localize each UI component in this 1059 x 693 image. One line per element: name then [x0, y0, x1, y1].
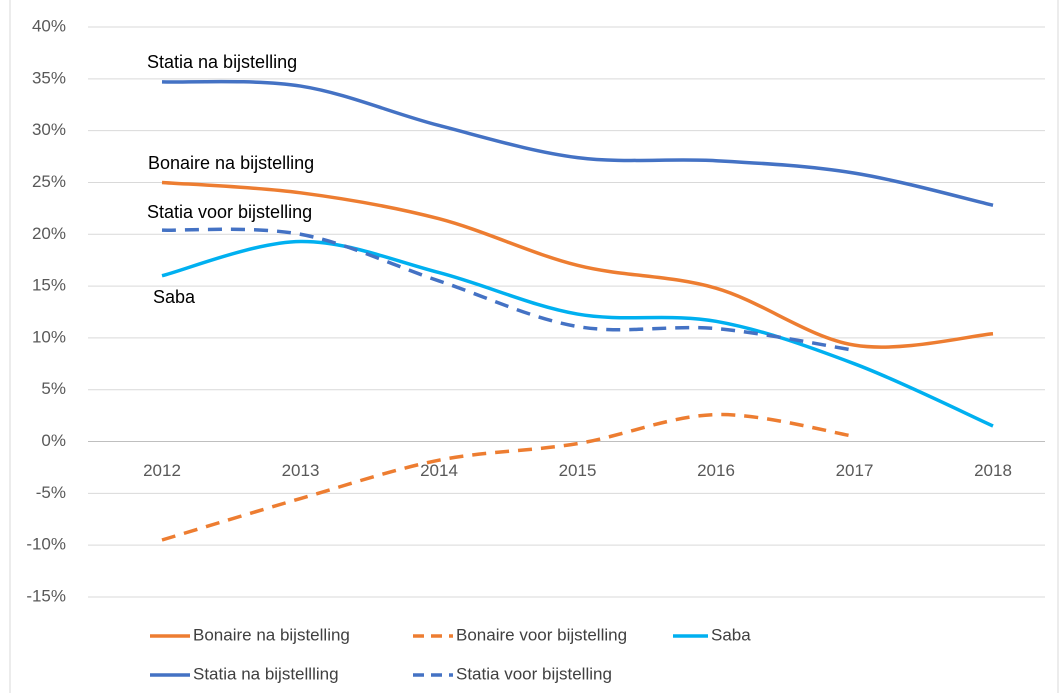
- series-line: [161, 239, 994, 428]
- y-tick-label: 25%: [32, 172, 66, 191]
- x-tick-label: 2013: [282, 461, 320, 480]
- x-tick-label: 2012: [143, 461, 181, 480]
- y-tick-label: -10%: [26, 535, 66, 554]
- annotation: Statia na bijstelling: [147, 52, 297, 72]
- chart-frame: [9, 0, 1059, 693]
- legend-label: Bonaire voor bijstelling: [456, 625, 627, 644]
- x-tick-label: 2015: [559, 461, 597, 480]
- y-tick-label: 0%: [41, 431, 66, 450]
- annotation: Saba: [153, 287, 196, 307]
- y-tick-label: 10%: [32, 327, 66, 346]
- y-tick-label: 40%: [32, 16, 66, 35]
- series-line: [161, 79, 994, 207]
- y-tick-label: -15%: [26, 586, 66, 605]
- annotation: Statia voor bijstelling: [147, 202, 312, 222]
- series-line: [161, 180, 994, 349]
- y-tick-label: 15%: [32, 276, 66, 295]
- y-tick-label: 5%: [41, 379, 66, 398]
- annotation: Bonaire na bijstelling: [148, 153, 314, 173]
- legend-label: Statia voor bijstelling: [456, 664, 612, 683]
- legend-label: Statia na bijstellling: [193, 664, 339, 683]
- legend-label: Saba: [711, 625, 751, 644]
- x-tick-label: 2018: [974, 461, 1012, 480]
- series-line: [161, 412, 855, 542]
- x-tick-label: 2016: [697, 461, 735, 480]
- x-tick-label: 2017: [836, 461, 874, 480]
- y-tick-label: 35%: [32, 68, 66, 87]
- y-tick-label: -5%: [36, 483, 66, 502]
- y-tick-label: 30%: [32, 120, 66, 139]
- y-tick-label: 20%: [32, 224, 66, 243]
- x-tick-label: 2014: [420, 461, 458, 480]
- legend-label: Bonaire na bijstelling: [193, 625, 350, 644]
- series-line: [161, 227, 855, 353]
